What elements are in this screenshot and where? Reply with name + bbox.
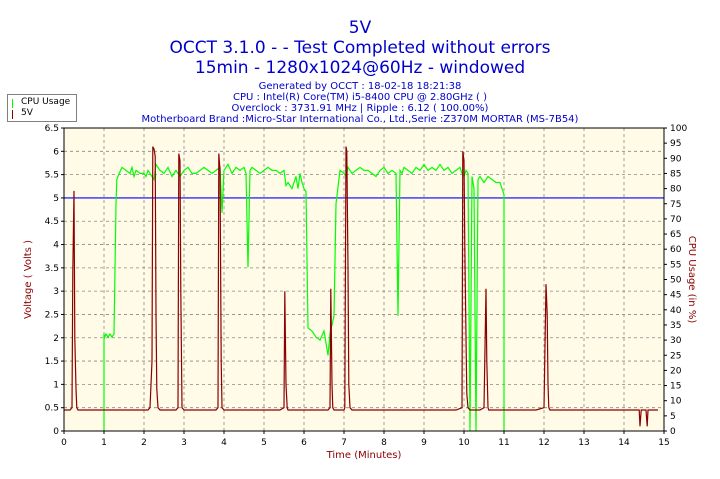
y-right-tick-label: 85 [670,169,681,179]
x-tick-label: 9 [421,438,427,448]
y-left-axis-label: Voltage ( Volts ) [23,240,34,319]
y-left-tick-label: 1.5 [45,357,59,367]
legend-label-5v: 5V [21,108,33,118]
y-left-tick-label: 5.5 [45,171,59,181]
x-tick-label: 4 [221,438,227,448]
info-cpu: CPU : Intel(R) Core(TM) i5-8400 CPU @ 2.… [233,92,487,103]
chart-title: 5V [348,18,372,38]
x-tick-label: 10 [458,438,470,448]
y-right-tick-label: 30 [670,336,682,346]
y-left-tick-label: 1 [53,380,59,390]
y-left-tick-label: 4.5 [45,217,59,227]
y-right-tick-label: 70 [670,215,682,225]
x-tick-label: 5 [261,438,267,448]
chart-subtitle-line1: OCCT 3.1.0 - - Test Completed without er… [169,38,551,58]
x-tick-label: 12 [538,438,549,448]
x-tick-label: 15 [658,438,669,448]
chart-subtitle-line2: 15min - 1280x1024@60Hz - windowed [194,58,526,78]
voltage-5v-line [64,146,658,427]
y-left-tick-label: 4 [53,241,59,251]
y-left-tick-label: 3.5 [45,264,59,274]
y-right-tick-label: 40 [670,306,682,316]
plot-area [64,128,664,431]
y-right-tick-label: 75 [670,200,681,210]
info-generated: Generated by OCCT : 18-02-18 18:21:38 [258,81,462,92]
y-right-tick-label: 0 [670,427,676,437]
x-axis-label: Time (Minutes) [326,450,402,461]
y-left-tick-label: 2.5 [45,310,59,320]
x-tick-label: 13 [578,438,589,448]
x-tick-label: 8 [381,438,387,448]
info-overclock: Overclock : 3731.91 MHz | Ripple : 6.12 … [231,103,489,114]
y-left-tick-label: 0 [53,427,59,437]
y-right-tick-label: 20 [670,366,682,376]
legend-swatch-cpu-usage [12,99,13,108]
y-right-tick-label: 45 [670,291,681,301]
y-left-tick-label: 2 [53,334,59,344]
y-right-tick-label: 60 [670,245,682,255]
y-right-tick-label: 95 [670,139,681,149]
x-tick-label: 3 [181,438,187,448]
y-right-tick-label: 35 [670,321,681,331]
y-left-tick-label: 6.5 [45,124,59,134]
y-right-tick-label: 80 [670,185,682,195]
x-tick-label: 1 [101,438,107,448]
x-tick-label: 2 [141,438,147,448]
y-right-tick-label: 5 [670,412,676,422]
y-right-tick-label: 90 [670,154,682,164]
info-motherboard: Motherboard Brand :Micro-Star Internatio… [141,114,579,125]
y-right-tick-label: 25 [670,351,681,361]
x-tick-label: 0 [61,438,67,448]
y-left-tick-label: 3 [53,287,59,297]
x-tick-label: 7 [341,438,347,448]
legend-label-cpu-usage: CPU Usage [21,97,71,107]
y-right-tick-label: 55 [670,260,681,270]
y-right-tick-label: 65 [670,230,681,240]
x-tick-label: 6 [301,438,307,448]
legend: CPU Usage 5V [7,94,77,122]
legend-swatch-5v [12,110,13,119]
x-tick-label: 11 [498,438,509,448]
y-right-axis-label: CPU Usage (in %) [686,236,697,324]
y-left-tick-label: 0.5 [45,404,59,414]
y-right-tick-label: 10 [670,397,682,407]
x-tick-label: 14 [618,438,630,448]
y-right-tick-label: 50 [670,276,682,286]
y-right-tick-label: 100 [670,124,687,134]
y-left-tick-label: 6 [53,147,59,157]
y-right-tick-label: 15 [670,382,681,392]
y-left-tick-label: 5 [53,194,59,204]
